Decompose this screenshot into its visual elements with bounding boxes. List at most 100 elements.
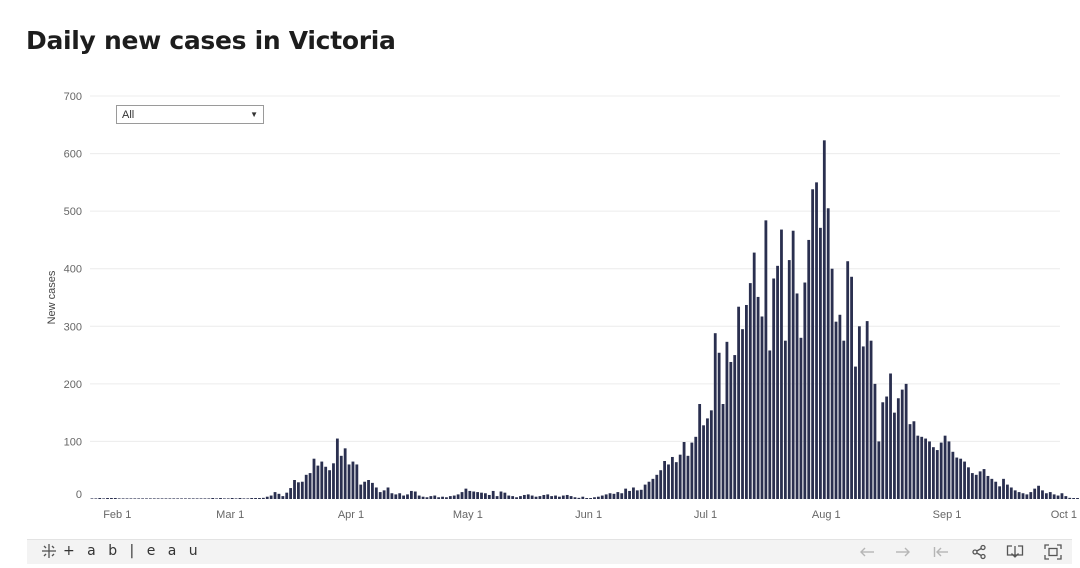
redo-button[interactable] — [892, 543, 914, 561]
bar — [367, 480, 370, 499]
bar — [585, 498, 589, 499]
bar — [994, 481, 998, 499]
revert-button[interactable] — [930, 543, 952, 561]
bar — [289, 488, 293, 499]
bar — [1013, 490, 1017, 499]
x-tick-label: Aug 1 — [812, 509, 841, 521]
bar — [647, 481, 651, 499]
tableau-brand[interactable]: + a b | e a u — [41, 543, 202, 559]
bar — [371, 482, 374, 499]
bar — [199, 498, 203, 499]
bar — [491, 490, 495, 499]
bar — [904, 383, 908, 499]
bar — [106, 498, 109, 499]
bar — [464, 488, 468, 499]
bar — [234, 498, 238, 499]
bar — [628, 490, 631, 499]
bar — [990, 478, 994, 499]
share-icon — [972, 544, 986, 560]
bar — [920, 436, 924, 499]
bar — [117, 498, 121, 499]
bar — [133, 498, 137, 499]
bar — [846, 261, 850, 499]
download-icon — [1006, 545, 1024, 558]
bar — [998, 486, 1002, 499]
bar — [706, 418, 709, 499]
date-filter-dropdown[interactable]: All ▼ — [116, 105, 264, 124]
bar — [604, 494, 608, 499]
bar — [865, 321, 869, 499]
bar — [176, 498, 180, 499]
bar — [468, 490, 472, 499]
bar — [242, 498, 246, 499]
bar — [534, 496, 538, 499]
bar — [896, 398, 900, 499]
bar — [861, 346, 865, 499]
bar — [110, 498, 113, 499]
bar — [655, 474, 659, 499]
bar — [164, 498, 168, 499]
bar — [230, 498, 234, 499]
bar — [145, 498, 148, 499]
bar — [974, 474, 978, 499]
bar — [168, 498, 172, 499]
bar — [226, 498, 230, 499]
bar — [854, 366, 857, 499]
bar — [238, 498, 242, 499]
bar — [160, 498, 164, 499]
bar — [261, 497, 265, 499]
bar — [254, 498, 257, 499]
x-tick-label: Jun 1 — [575, 509, 602, 521]
bar — [951, 451, 955, 499]
bar — [924, 438, 928, 499]
bar — [624, 488, 628, 499]
share-button[interactable] — [968, 543, 990, 561]
bar — [729, 361, 733, 499]
y-tick-label: 100 — [64, 436, 82, 448]
bar — [394, 494, 398, 499]
bar — [554, 495, 557, 499]
bar — [187, 498, 191, 499]
bar — [725, 341, 729, 499]
bar — [799, 337, 803, 499]
bar — [877, 441, 881, 499]
bar — [374, 487, 378, 499]
download-button[interactable] — [1004, 543, 1026, 561]
bar — [308, 473, 312, 499]
bar — [487, 494, 491, 499]
chevron-down-icon: ▼ — [250, 110, 258, 119]
bar — [978, 471, 982, 499]
bar — [795, 293, 799, 499]
bar — [1033, 488, 1037, 499]
bar — [156, 498, 160, 499]
bar — [935, 450, 939, 499]
bar — [258, 498, 261, 499]
bar — [406, 494, 409, 499]
bar — [476, 492, 480, 499]
bar — [748, 283, 752, 499]
bar — [515, 497, 518, 499]
bar — [1068, 497, 1072, 499]
bar — [480, 492, 483, 499]
bar — [1076, 498, 1079, 499]
bar — [269, 495, 273, 499]
bar — [632, 487, 635, 499]
bar — [803, 282, 807, 499]
bar — [355, 464, 359, 499]
undo-button[interactable] — [856, 543, 878, 561]
bar — [639, 489, 643, 499]
bar — [1048, 492, 1052, 499]
y-tick-label: 0 — [76, 489, 82, 501]
bar — [184, 498, 187, 499]
bar — [265, 496, 269, 499]
bar — [1021, 493, 1025, 499]
bar — [433, 495, 437, 499]
bar — [1041, 490, 1044, 499]
bar — [694, 436, 698, 499]
bar — [931, 447, 935, 499]
bar — [857, 326, 861, 499]
bar — [772, 278, 776, 499]
fullscreen-button[interactable] — [1042, 543, 1064, 561]
bar — [663, 461, 667, 499]
bar — [102, 498, 106, 499]
